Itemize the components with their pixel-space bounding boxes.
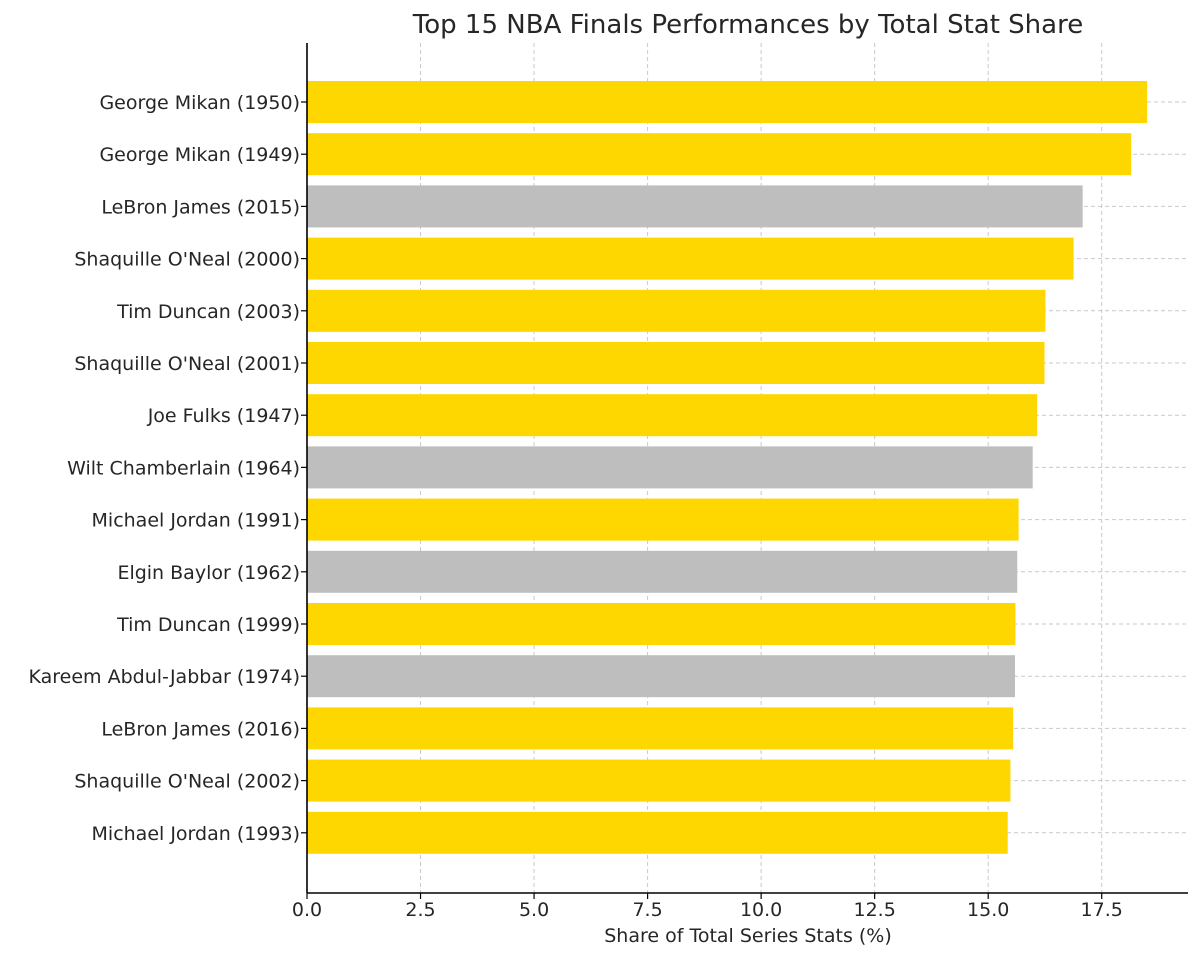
y-tick-label: LeBron James (2016)	[101, 718, 300, 740]
bar	[307, 655, 1015, 698]
bar	[307, 550, 1018, 593]
bar	[307, 394, 1038, 437]
bar	[307, 342, 1045, 384]
y-tick-label: Joe Fulks (1947)	[147, 405, 300, 427]
y-tick-label: LeBron James (2015)	[101, 196, 300, 218]
y-tick-labels: George Mikan (1950) George Mikan (1949) Le…	[29, 92, 300, 845]
axes	[301, 43, 1188, 899]
bar	[307, 289, 1046, 332]
x-tick-label: 5.0	[519, 899, 549, 921]
x-tick-label: 12.5	[853, 899, 895, 921]
bars	[307, 81, 1148, 854]
x-tick-labels: 0.0 2.5 5.0 7.5 10.0 12.5 15.0 17.5	[292, 899, 1123, 921]
bar	[307, 498, 1019, 541]
bar	[307, 811, 1008, 854]
bar	[307, 133, 1132, 176]
y-tick-label: George Mikan (1950)	[99, 92, 300, 114]
bar	[307, 237, 1074, 280]
y-tick-label: George Mikan (1949)	[99, 144, 300, 166]
x-tick-label: 17.5	[1081, 899, 1123, 921]
y-tick-label: Shaquille O'Neal (2001)	[74, 353, 300, 375]
bar	[307, 446, 1033, 489]
y-tick-label: Wilt Chamberlain (1964)	[67, 457, 300, 479]
y-tick-label: Kareem Abdul-Jabbar (1974)	[29, 666, 300, 688]
y-tick-label: Michael Jordan (1993)	[92, 823, 300, 845]
bar	[307, 603, 1016, 645]
y-tick-label: Shaquille O'Neal (2002)	[74, 771, 300, 793]
y-tick-label: Michael Jordan (1991)	[92, 510, 300, 532]
y-tick-label: Tim Duncan (2003)	[116, 301, 300, 323]
y-tick-label: Tim Duncan (1999)	[116, 614, 300, 636]
chart-title: Top 15 NBA Finals Performances by Total …	[412, 10, 1083, 40]
x-tick-label: 0.0	[292, 899, 322, 921]
bar	[307, 707, 1014, 750]
bar	[307, 185, 1083, 228]
x-tick-label: 10.0	[740, 899, 782, 921]
grid-lines	[307, 43, 1188, 893]
y-tick-label: Elgin Baylor (1962)	[117, 562, 300, 584]
x-tick-label: 7.5	[632, 899, 662, 921]
y-tick-label: Shaquille O'Neal (2000)	[74, 249, 300, 271]
x-tick-label: 2.5	[405, 899, 435, 921]
x-axis-label: Share of Total Series Stats (%)	[604, 925, 892, 947]
bar	[307, 81, 1148, 123]
bar	[307, 759, 1011, 802]
x-tick-label: 15.0	[967, 899, 1009, 921]
